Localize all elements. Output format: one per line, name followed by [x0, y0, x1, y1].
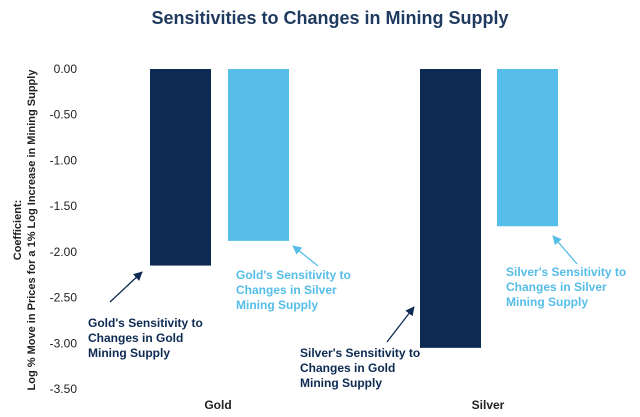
annotation-text: Silver's Sensitivity to Changes in Silver… — [506, 265, 626, 309]
dark-bar-silver — [420, 69, 481, 348]
annotation-arrow — [386, 306, 415, 343]
y-tick-label: -1.00 — [50, 153, 78, 167]
y-tick-label: 0.00 — [54, 62, 78, 76]
y-axis-label: Coefficient: Log % Move in Prices for a … — [12, 69, 38, 391]
light-bar-gold — [228, 69, 289, 241]
annotation-line: Silver's Sensitivity to — [300, 346, 420, 360]
annotations: Gold's Sensitivity to Changes in Gold Mini… — [88, 235, 626, 390]
y-axis-label-line-1: Coefficient: — [12, 200, 24, 261]
y-axis-ticks: 0.00 -0.50 -1.00 -1.50 -2.00 -2.50 -3.00 -3.50 — [50, 62, 78, 396]
annotation-line: Changes in Silver — [506, 280, 607, 294]
annotation-line: Mining Supply — [506, 295, 588, 309]
chart-title: Sensitivities to Changes in Mining Suppl… — [151, 8, 508, 28]
annotation-line: Changes in Gold — [88, 331, 183, 345]
category-labels: Gold Silver — [204, 398, 504, 412]
annotation-text: Gold's Sensitivity to Changes in Silver Mi… — [236, 268, 351, 312]
annotation-arrow — [552, 235, 578, 265]
annotation-line: Gold's Sensitivity to — [88, 316, 203, 330]
y-tick-label: -1.50 — [50, 199, 78, 213]
annotation-line: Changes in Silver — [236, 283, 337, 297]
y-tick-label: -2.50 — [50, 291, 78, 305]
category-label-gold: Gold — [204, 398, 231, 412]
y-tick-label: -0.50 — [50, 108, 78, 122]
y-axis-label-line-2: Log % Move in Prices for a 1% Log Increa… — [26, 69, 38, 391]
category-label-silver: Silver — [472, 398, 505, 412]
annotation-text: Gold's Sensitivity to Changes in Gold Mini… — [88, 316, 203, 360]
annotation-line: Mining Supply — [300, 376, 382, 390]
light-bar-silver — [497, 69, 558, 227]
bars — [150, 69, 558, 348]
annotation-line: Gold's Sensitivity to — [236, 268, 351, 282]
y-tick-label: -3.50 — [50, 382, 78, 396]
annotation-line: Mining Supply — [236, 298, 318, 312]
annotation-line: Mining Supply — [88, 346, 170, 360]
annotation-line: Silver's Sensitivity to — [506, 265, 626, 279]
y-tick-label: -3.00 — [50, 336, 78, 350]
y-tick-label: -2.00 — [50, 245, 78, 259]
annotation-text: Silver's Sensitivity to Changes in Gold Mi… — [300, 346, 420, 390]
annotation-line: Changes in Gold — [300, 361, 395, 375]
annotation-arrow — [292, 245, 319, 267]
dark-bar-gold — [150, 69, 211, 266]
annotation-arrow — [109, 271, 143, 303]
